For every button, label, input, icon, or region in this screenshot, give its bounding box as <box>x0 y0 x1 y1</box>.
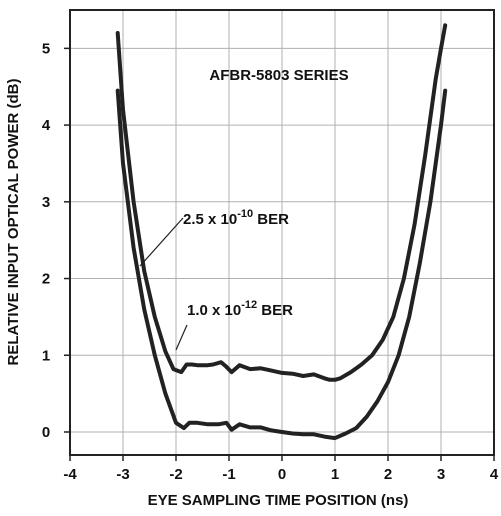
x-tick-label: 1 <box>331 466 339 483</box>
x-tick-label: -4 <box>63 466 77 483</box>
series-group <box>115 23 448 441</box>
series-label-base: 2.5 x 10 <box>183 211 237 228</box>
series-leader-line-1.0e-12 <box>175 324 188 351</box>
series-label-exponent: -10 <box>237 208 253 220</box>
x-tick-label: -3 <box>116 466 129 483</box>
x-tick-label: -2 <box>169 466 182 483</box>
x-tick-label: 2 <box>384 466 392 483</box>
y-tick-label: 1 <box>42 347 50 364</box>
series-line-0 <box>115 23 448 382</box>
y-axis-label: RELATIVE INPUT OPTICAL POWER (dB) <box>5 79 22 366</box>
y-tick-label: 0 <box>42 424 50 441</box>
y-tick-label: 4 <box>42 117 51 134</box>
x-axis-ticks: -4 -3 -2 -1 0 1 2 3 4 <box>63 455 499 483</box>
x-tick-label: 0 <box>278 466 286 483</box>
series-label-base: 1.0 x 10 <box>187 302 241 319</box>
chart-title: AFBR-5803 SERIES <box>209 67 348 84</box>
y-axis-ticks: 0 1 2 3 4 5 <box>42 40 70 441</box>
x-tick-label: 4 <box>490 466 499 483</box>
series-label-1.0e-12: 1.0 x 10-12 BER <box>187 299 293 319</box>
series-label-tail: BER <box>257 302 293 319</box>
series-label-tail: BER <box>253 211 289 228</box>
x-tick-label: 3 <box>437 466 445 483</box>
x-tick-label: -1 <box>222 466 235 483</box>
series-label-2.5e-10: 2.5 x 10-10 BER <box>183 208 289 228</box>
x-axis-label: EYE SAMPLING TIME POSITION (ns) <box>148 492 409 509</box>
y-tick-label: 3 <box>42 194 50 211</box>
y-tick-label: 5 <box>42 40 50 57</box>
y-tick-label: 2 <box>42 271 50 288</box>
series-line-1 <box>115 88 448 441</box>
series-label-exponent: -12 <box>241 299 257 311</box>
series-leader-line-2.5e-10 <box>139 217 184 267</box>
